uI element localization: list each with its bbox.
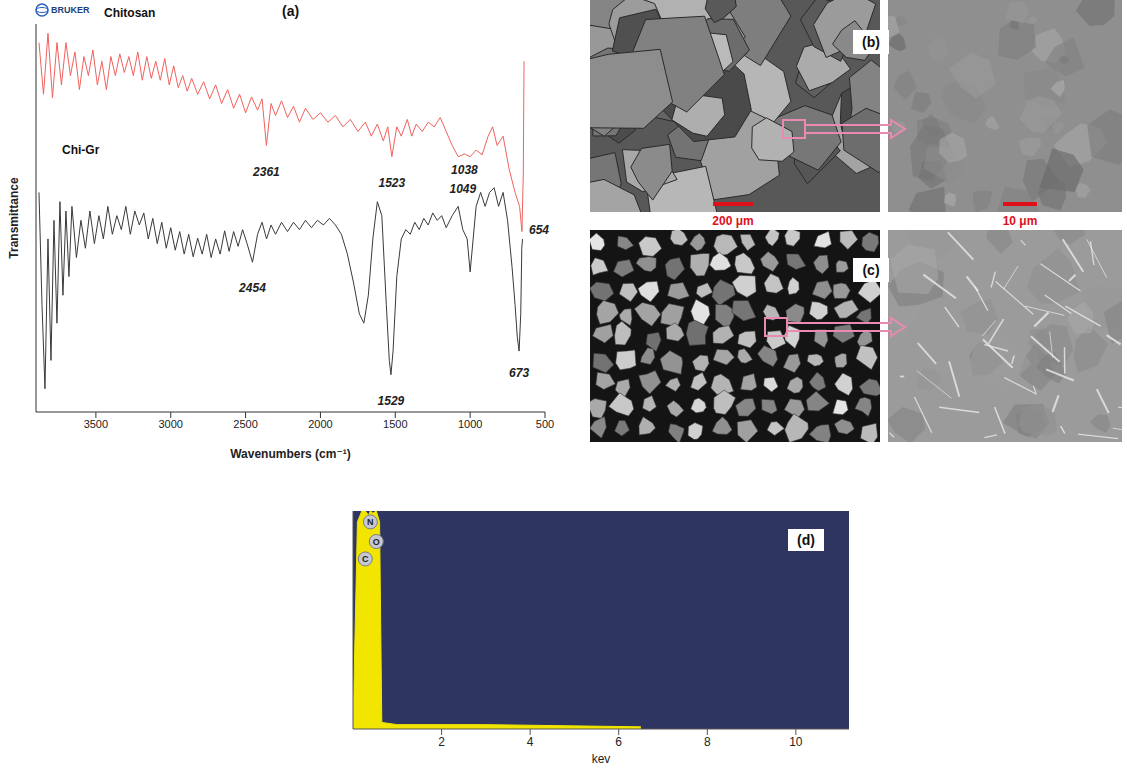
svg-text:3000: 3000 <box>158 418 182 430</box>
html-text:(a): (a) <box>282 3 300 19</box>
svg-text:1000: 1000 <box>458 418 482 430</box>
svg-text:10: 10 <box>789 735 803 749</box>
svg-text:654: 654 <box>529 223 549 237</box>
svg-text:2: 2 <box>438 735 445 749</box>
svg-text:(b): (b) <box>862 34 880 50</box>
svg-text:1049: 1049 <box>449 182 476 196</box>
svg-text:kev: kev <box>592 752 611 766</box>
svg-text:1529: 1529 <box>378 394 405 408</box>
svg-text:673: 673 <box>509 366 529 380</box>
svg-text:O: O <box>373 537 380 547</box>
svg-text:1500: 1500 <box>383 418 407 430</box>
svg-text:Transmittance: Transmittance <box>7 177 21 259</box>
svg-text:500: 500 <box>536 418 554 430</box>
svg-text:6: 6 <box>615 735 622 749</box>
svg-text:8: 8 <box>704 735 711 749</box>
svg-text:Wavenumbers (cm⁻¹): Wavenumbers (cm⁻¹) <box>230 447 351 461</box>
html-text:Chitosan: Chitosan <box>104 6 156 20</box>
svg-text:1523: 1523 <box>378 176 405 190</box>
svg-text:2500: 2500 <box>233 418 257 430</box>
svg-text:200 μm: 200 μm <box>712 214 753 228</box>
html-text:BRUKER: BRUKER <box>51 5 90 15</box>
svg-text:N: N <box>367 517 374 527</box>
svg-text:2000: 2000 <box>308 418 332 430</box>
svg-text:4: 4 <box>527 735 534 749</box>
svg-text:3500: 3500 <box>84 418 108 430</box>
html-text:(d): (d) <box>797 532 815 548</box>
svg-text:(c): (c) <box>862 262 879 278</box>
svg-text:1038: 1038 <box>451 163 478 177</box>
svg-text:2361: 2361 <box>252 165 280 179</box>
svg-text:2454: 2454 <box>238 281 266 295</box>
svg-text:C: C <box>362 554 369 564</box>
svg-text:10 μm: 10 μm <box>1003 214 1038 228</box>
html-text:Chi-Gr: Chi-Gr <box>62 143 100 157</box>
